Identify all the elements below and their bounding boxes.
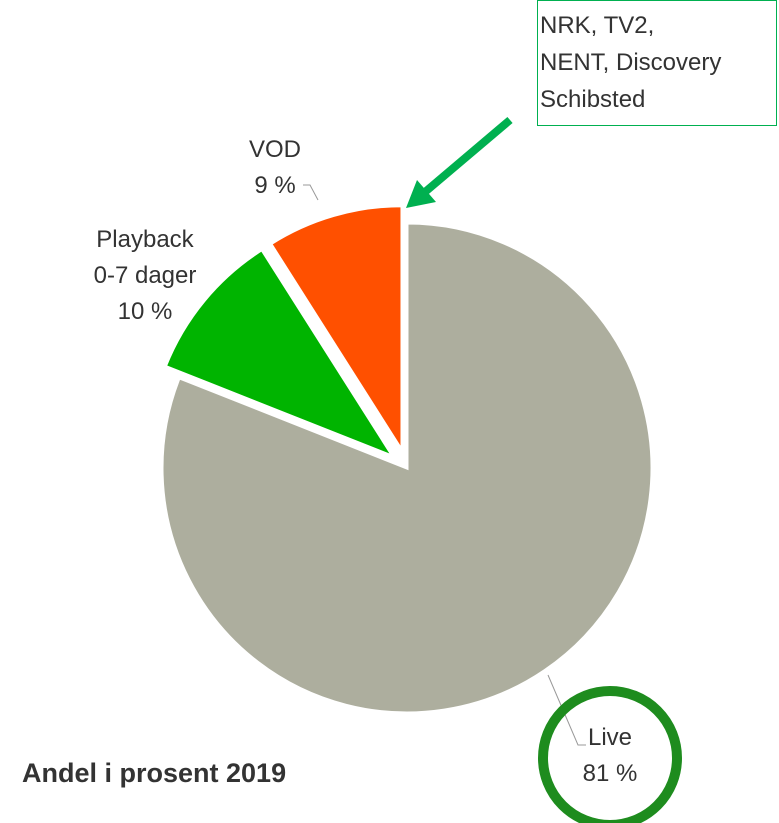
slice-label: VOD 9 % [175, 132, 375, 204]
annotation-line: NRK, TV2, [540, 12, 655, 39]
arrow-head [406, 180, 436, 208]
leader-line [303, 184, 319, 201]
value-label: 10 % [117, 298, 173, 325]
chart-title: Andel i prosent 2019 [22, 758, 287, 788]
annotation-line: Schibsted [540, 86, 646, 113]
category-label: Live [587, 724, 633, 751]
leader-line [547, 674, 586, 746]
arrow [422, 116, 513, 196]
value-label: 9 % [254, 172, 296, 199]
annotation-line: NENT, Discovery [540, 49, 722, 76]
pie-slice [163, 247, 397, 460]
annotation: NRK, TV2, NENT, Discovery Schibsted [537, 0, 777, 126]
slice-label: Playback 0-7 dager 10 % [45, 222, 245, 330]
category-label: Playback 0-7 dager [93, 226, 197, 289]
pie-slice [160, 221, 654, 715]
value-label: 81 % [582, 760, 638, 787]
slice-label: Live 81 % [510, 720, 710, 792]
category-label: VOD [248, 136, 301, 163]
highlight-ring [538, 686, 682, 823]
slices [160, 204, 654, 715]
pie-slice [268, 204, 404, 456]
